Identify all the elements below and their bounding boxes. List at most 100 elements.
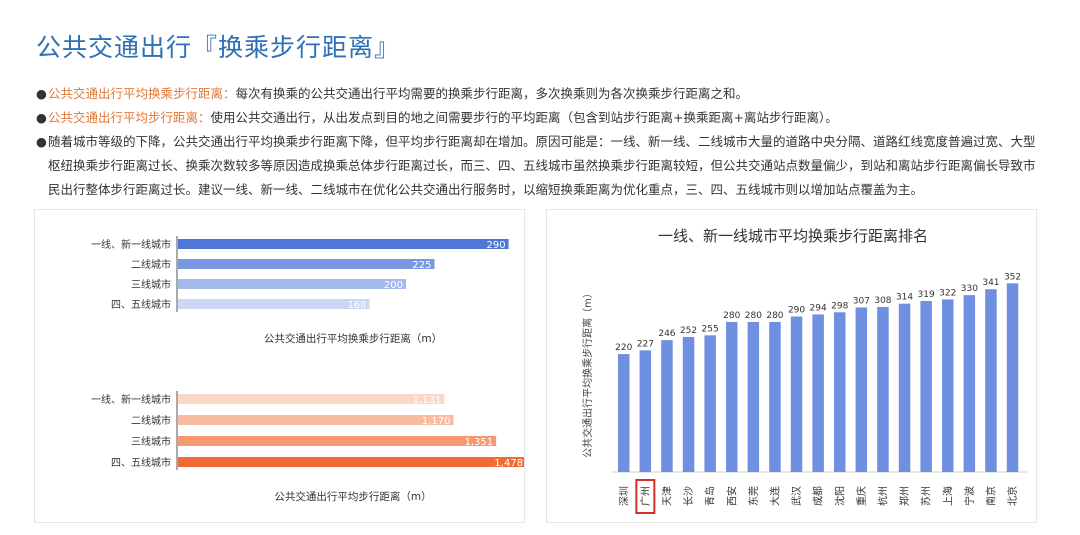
data-label: 255 <box>702 324 719 334</box>
data-label: 280 <box>723 311 740 321</box>
category-label: 二线城市 <box>131 414 171 427</box>
bullet-item: ● 公共交通出行平均步行距离：使用公共交通出行，从出发点到目的地之间需要步行的平… <box>36 106 1046 130</box>
bullet-list: ● 公共交通出行平均换乘步行距离：每次有换乘的公共交通出行平均需要的换乘步行距离… <box>36 82 1046 202</box>
data-label: 280 <box>745 311 762 321</box>
category-label: 大连 <box>768 486 781 506</box>
category-label: 沈阳 <box>833 486 846 506</box>
bar <box>790 316 803 472</box>
bar <box>178 415 454 425</box>
page-title: 公共交通出行『换乘步行距离』 <box>36 33 401 62</box>
category-label: 东莞 <box>747 486 760 506</box>
data-label: 1,478 <box>494 458 523 469</box>
category-label: 上海 <box>941 486 954 506</box>
bullet-text: 每次有换乘的公共交通出行平均需要的换乘步行距离，多次换乘则为各次换乘步行距离之和… <box>235 86 749 101</box>
data-label: 1,170 <box>422 416 451 427</box>
bullet-dot-icon: ● <box>36 86 47 101</box>
bar <box>639 350 652 472</box>
highlight-box <box>635 479 656 514</box>
bar <box>834 312 846 472</box>
category-label: 三线城市 <box>131 435 171 448</box>
bar <box>178 239 509 249</box>
data-label: 294 <box>810 303 827 313</box>
data-label: 290 <box>788 306 805 316</box>
category-label: 四、五线城市 <box>111 298 171 311</box>
bar <box>178 436 497 446</box>
data-label: 298 <box>831 301 848 311</box>
x-axis-title: 公共交通出行平均步行距离（m） <box>274 490 431 503</box>
category-label: 三线城市 <box>131 278 171 291</box>
bar <box>618 354 630 472</box>
bullet-item: ● 随着城市等级的下降，公共交通出行平均换乘步行距离下降，但平均步行距离却在增加… <box>36 130 1046 202</box>
bar <box>769 321 781 472</box>
category-label: 苏州 <box>920 486 933 506</box>
data-label: 322 <box>939 288 956 298</box>
category-label: 西安 <box>725 486 738 506</box>
bar <box>898 303 911 472</box>
bar <box>963 295 976 472</box>
bullet-text: 随着城市等级的下降，公共交通出行平均换乘步行距离下降，但平均步行距离却在增加。原… <box>48 134 1036 197</box>
data-label: 225 <box>412 260 431 271</box>
data-label: 227 <box>637 339 654 349</box>
data-label: 308 <box>874 296 891 306</box>
bar <box>682 336 695 472</box>
category-label: 重庆 <box>855 486 868 506</box>
category-label: 宁波 <box>963 486 976 506</box>
data-label: 280 <box>766 311 783 321</box>
category-label: 广州 <box>640 486 652 506</box>
bar <box>855 307 868 472</box>
bullet-item: ● 公共交通出行平均换乘步行距离：每次有换乘的公共交通出行平均需要的换乘步行距离… <box>36 82 1046 106</box>
category-label: 一线、新一线城市 <box>91 238 171 251</box>
category-label: 南京 <box>984 486 997 506</box>
data-label: 330 <box>961 284 978 294</box>
y-axis-title: 公共交通出行平均换乘步行距离（m） <box>581 288 594 458</box>
bar <box>747 321 760 472</box>
bar <box>812 314 824 472</box>
category-label: 北京 <box>1006 486 1019 506</box>
category-label: 深圳 <box>618 486 630 506</box>
category-label: 四、五线城市 <box>111 456 171 469</box>
bar <box>942 299 954 472</box>
data-label: 352 <box>1004 272 1021 282</box>
category-label: 长沙 <box>683 486 695 506</box>
bar <box>704 335 716 472</box>
bar <box>877 306 889 472</box>
data-label: 314 <box>896 293 913 303</box>
bar <box>178 259 435 269</box>
category-label: 杭州 <box>876 486 889 506</box>
category-label: 成都 <box>813 486 825 506</box>
bar <box>661 340 673 472</box>
data-label: 246 <box>658 329 675 339</box>
bar <box>920 301 932 472</box>
bar <box>178 299 370 309</box>
x-axis-title: 公共交通出行平均换乘步行距离（m） <box>264 332 442 345</box>
bullet-highlight: 公共交通出行平均步行距离： <box>48 110 211 125</box>
bar <box>1006 283 1019 472</box>
category-label: 武汉 <box>790 486 803 506</box>
bullet-dot-icon: ● <box>36 134 47 149</box>
bullet-text: 使用公共交通出行，从出发点到目的地之间需要步行的平均距离（包含到站步行距离+换乘… <box>210 110 838 125</box>
data-label: 307 <box>853 296 870 306</box>
data-label: 220 <box>615 343 632 353</box>
data-label: 341 <box>982 278 999 288</box>
category-label: 二线城市 <box>131 258 171 271</box>
bullet-dot-icon: ● <box>36 110 47 125</box>
bar <box>178 279 406 289</box>
data-label: 252 <box>680 326 697 336</box>
category-label: 青岛 <box>704 486 717 506</box>
bar <box>178 457 527 467</box>
category-label: 郑州 <box>898 486 911 506</box>
data-label: 1,351 <box>465 437 494 448</box>
walking-distance-bar-charts: 一线、新一线城市 290 二线城市 225 三线城市 200 四、五线城市 168 公共交通出行… <box>91 236 527 503</box>
right-chart-panel: 一线、新一线城市平均换乘步行距离排名公共交通出行平均换乘步行距离（m） 220 深圳… <box>546 209 1037 523</box>
bullet-highlight: 公共交通出行平均换乘步行距离： <box>48 86 236 101</box>
bar <box>985 289 997 472</box>
data-label: 1,131 <box>413 395 442 406</box>
category-label: 天津 <box>661 486 673 506</box>
chart-title: 一线、新一线城市平均换乘步行距离排名 <box>658 227 928 245</box>
data-label: 319 <box>918 290 935 300</box>
left-chart-panel: 一线、新一线城市 290 二线城市 225 三线城市 200 四、五线城市 168 公共交通出行… <box>34 209 527 523</box>
bar <box>178 394 445 404</box>
data-label: 200 <box>384 280 403 291</box>
bar <box>726 321 738 472</box>
